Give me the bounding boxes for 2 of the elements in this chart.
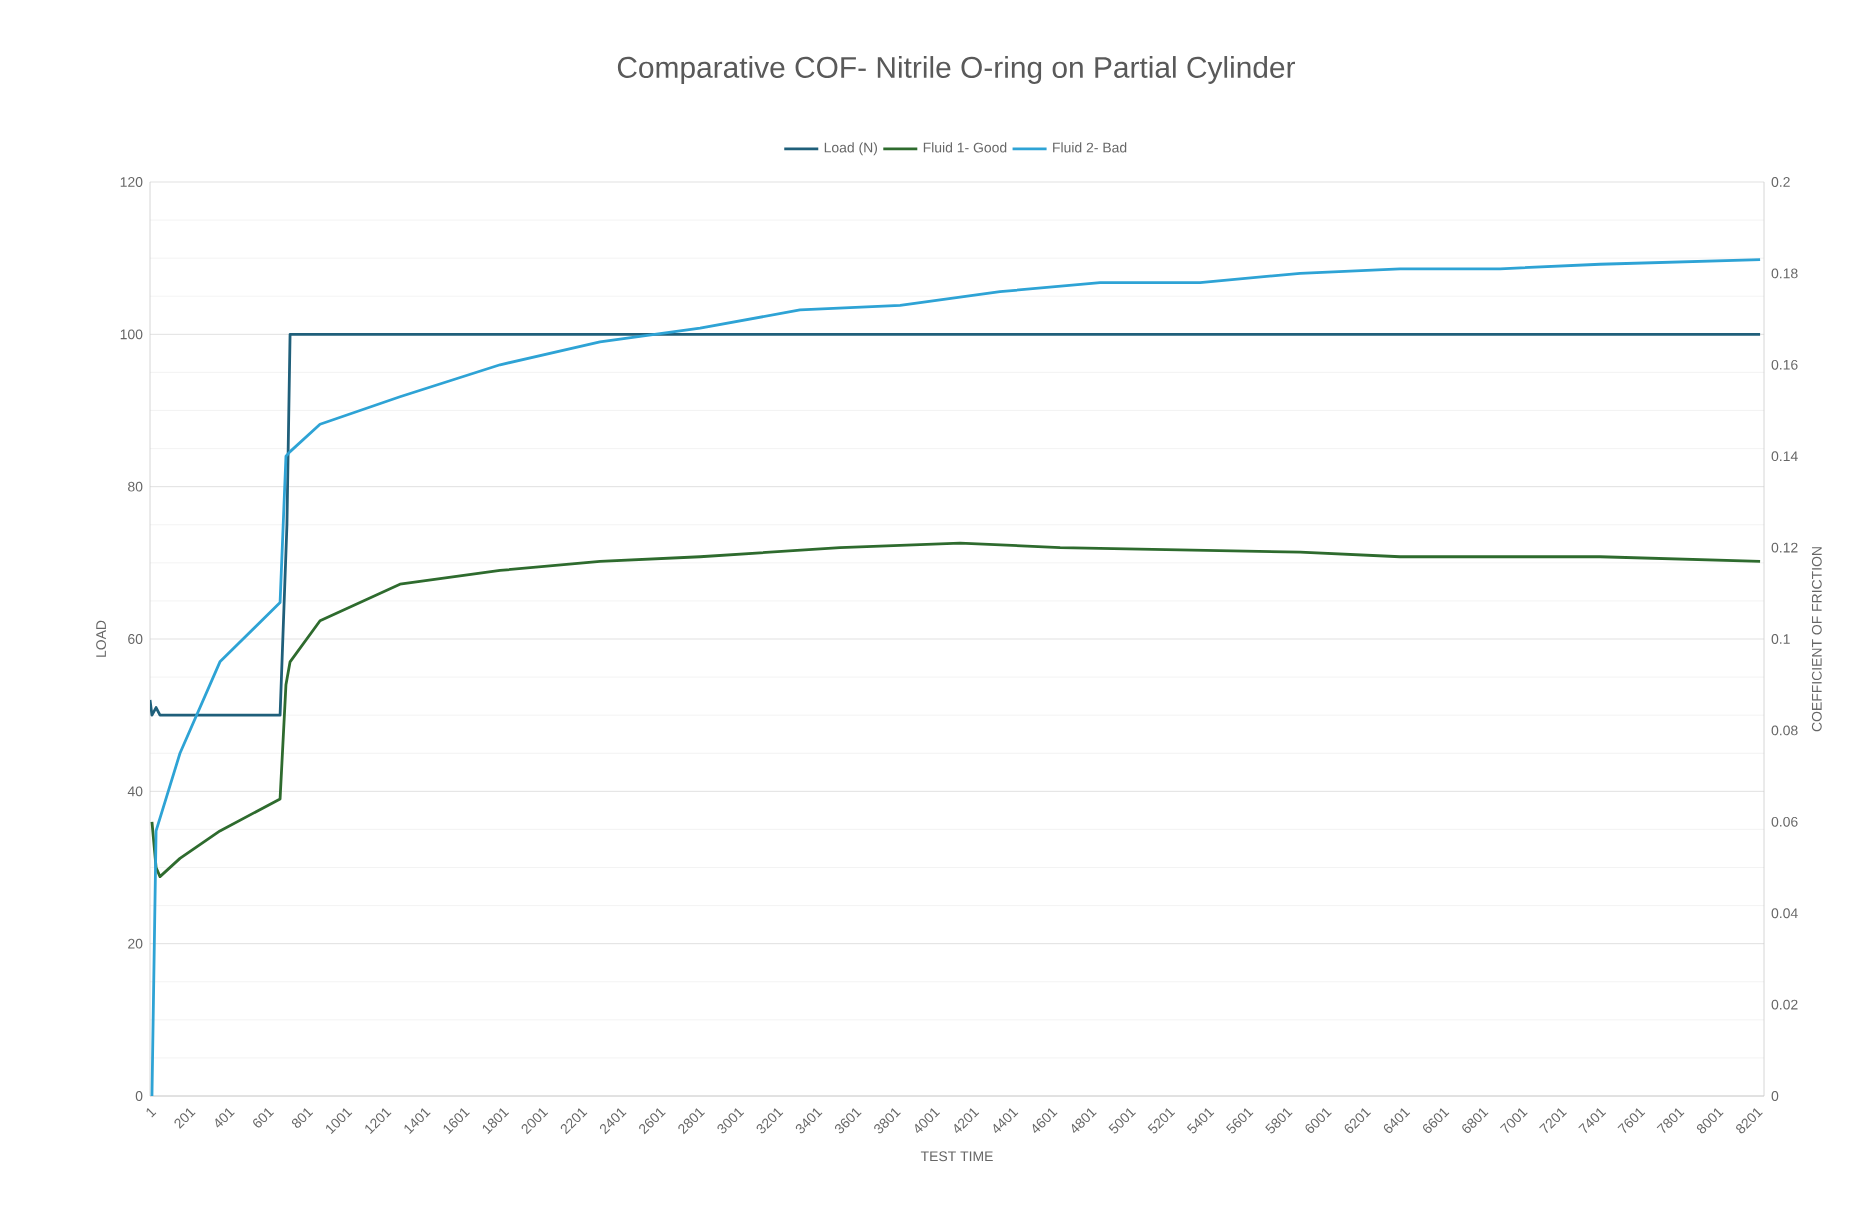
line-series (150, 541, 1762, 879)
chart-title: Comparative COF- Nitrile O-ring on Partial Cylinder (617, 56, 1296, 84)
